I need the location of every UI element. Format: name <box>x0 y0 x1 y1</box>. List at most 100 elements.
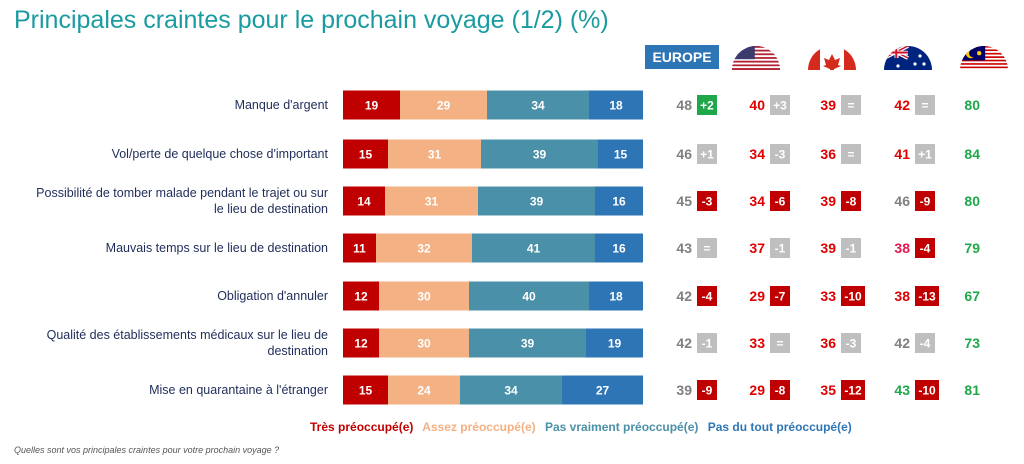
delta-badge <box>697 144 717 164</box>
country-value: 45 <box>676 193 692 209</box>
bar-label: 19 <box>608 337 622 351</box>
bar-segment <box>343 281 379 311</box>
bar-segment <box>400 90 487 120</box>
delta-badge <box>841 380 865 400</box>
legend-item-tres: Très préoccupé(e) <box>310 420 414 434</box>
delta-badge <box>770 238 790 258</box>
delta-label: -3 <box>846 337 857 351</box>
delta-label: = <box>847 148 854 162</box>
country-value: 33 <box>820 288 836 304</box>
delta-badge <box>697 333 717 353</box>
bar-label: 29 <box>437 99 451 113</box>
bar-segment <box>598 139 643 169</box>
bar-label: 16 <box>612 242 626 256</box>
bar-segment <box>388 139 481 169</box>
country-value: 39 <box>676 382 692 398</box>
bar-segment <box>385 186 478 216</box>
europe-label: EUROPE <box>652 49 711 65</box>
delta-label: -3 <box>702 195 713 209</box>
bar-label: 14 <box>357 195 371 209</box>
bar-label: 34 <box>504 384 518 398</box>
country-value: 29 <box>749 288 765 304</box>
bar-label: 32 <box>417 242 431 256</box>
bar-label: 30 <box>417 290 431 304</box>
country-value: 46 <box>894 193 910 209</box>
delta-badge <box>841 286 865 306</box>
country-value: 36 <box>820 335 836 351</box>
bar-segment <box>343 328 379 358</box>
delta-label: -6 <box>775 195 786 209</box>
australia-flag-icon <box>884 46 932 70</box>
country-value: 42 <box>894 335 910 351</box>
delta-badge <box>915 286 939 306</box>
bar-label: 27 <box>596 384 610 398</box>
delta-badge <box>697 286 717 306</box>
legend-item-pasdutout: Pas du tout préoccupé(e) <box>707 420 852 434</box>
delta-badge <box>770 144 790 164</box>
row-label: Possibilité de tomber malade pendant le … <box>36 186 328 216</box>
bar-segment <box>595 186 643 216</box>
delta-label: -7 <box>775 290 786 304</box>
delta-badge <box>915 95 935 115</box>
country-value: 33 <box>749 335 765 351</box>
country-value: 41 <box>894 146 910 162</box>
country-value: 43 <box>676 240 692 256</box>
bar-label: 15 <box>614 148 628 162</box>
delta-badge <box>697 95 717 115</box>
delta-badge <box>915 191 935 211</box>
bar-label: 12 <box>354 290 368 304</box>
country-value: 29 <box>749 382 765 398</box>
delta-label: +1 <box>918 148 932 162</box>
bar-label: 39 <box>530 195 544 209</box>
bar-segment <box>562 375 643 405</box>
delta-label: +1 <box>700 148 714 162</box>
country-value: 46 <box>676 146 692 162</box>
bar-segment <box>481 139 598 169</box>
row-label: Qualité des établissements médicaux sur … <box>47 328 328 358</box>
delta-label: = <box>776 337 783 351</box>
europe-badge <box>645 45 719 69</box>
bar-label: 34 <box>531 99 545 113</box>
delta-label: -10 <box>844 290 862 304</box>
delta-label: -12 <box>844 384 862 398</box>
delta-label: -4 <box>920 242 931 256</box>
delta-label: -13 <box>918 290 936 304</box>
delta-badge <box>915 238 935 258</box>
bar-segment <box>589 90 643 120</box>
bar-segment <box>472 233 595 263</box>
delta-label: -10 <box>918 384 936 398</box>
bar-segment <box>343 90 400 120</box>
country-value: 38 <box>894 288 910 304</box>
bar-label: 24 <box>417 384 431 398</box>
bar-segment <box>595 233 643 263</box>
row-label: Obligation d'annuler <box>217 289 328 303</box>
delta-label: = <box>847 99 854 113</box>
legend: Très préoccupé(e) Assez préoccupé(e) Pas… <box>310 420 858 434</box>
bar-label: 18 <box>609 290 623 304</box>
row-label: Manque d'argent <box>235 98 329 112</box>
country-value: 43 <box>894 382 910 398</box>
delta-label: -1 <box>846 242 857 256</box>
country-value: 80 <box>964 193 980 209</box>
bar-segment <box>460 375 562 405</box>
country-value: 84 <box>964 146 980 162</box>
bar-label: 18 <box>609 99 623 113</box>
delta-label: +2 <box>700 99 714 113</box>
stacked-bar-chart: Manque d'argent Vol/perte de quelque chos… <box>36 45 1008 405</box>
delta-label: = <box>703 242 710 256</box>
bar-segment <box>487 90 589 120</box>
bar-segment <box>586 328 643 358</box>
bar-segment <box>478 186 595 216</box>
bar-segment <box>469 281 589 311</box>
delta-badge <box>770 286 790 306</box>
delta-label: -4 <box>702 290 713 304</box>
country-value: 39 <box>820 240 836 256</box>
chart-title: Principales craintes pour le prochain vo… <box>14 6 609 34</box>
delta-label: -8 <box>846 195 857 209</box>
country-value: 37 <box>749 240 765 256</box>
country-value: 42 <box>676 335 692 351</box>
delta-label: -1 <box>775 242 786 256</box>
delta-label: -1 <box>702 337 713 351</box>
country-value: 48 <box>676 97 692 113</box>
bar-segment <box>343 139 388 169</box>
